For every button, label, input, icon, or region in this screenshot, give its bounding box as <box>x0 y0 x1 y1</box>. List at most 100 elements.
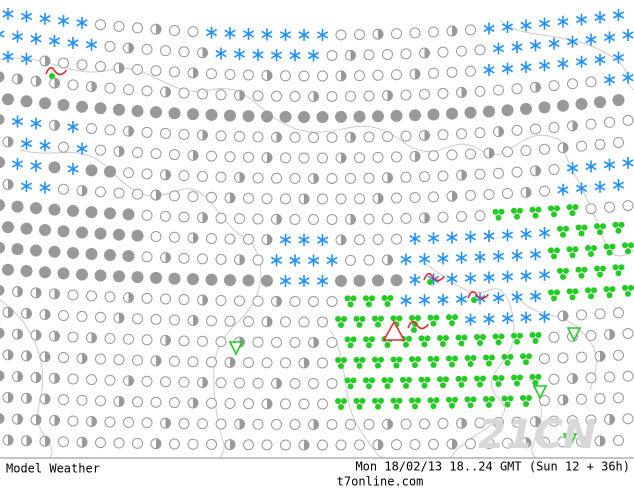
rain-drop <box>347 301 354 308</box>
rain-drop <box>588 250 594 257</box>
snow-symbol <box>483 229 495 242</box>
snow-stroke <box>585 35 597 44</box>
snow-stroke <box>298 236 310 244</box>
overcast-symbol <box>39 223 51 236</box>
clear-symbol <box>502 437 513 449</box>
clear-symbol <box>215 294 227 306</box>
rain-symbol <box>446 396 458 409</box>
partly-cloudy-symbol <box>526 187 531 198</box>
clear-symbol <box>132 396 143 408</box>
rain-symbol <box>492 333 505 346</box>
clear-symbol <box>169 314 180 326</box>
snow-symbol <box>492 42 505 55</box>
overcast-symbol <box>242 274 255 287</box>
clear-symbol <box>280 70 291 82</box>
clear-symbol <box>206 438 217 450</box>
clear-symbol <box>428 150 439 162</box>
snow-symbol <box>603 73 616 86</box>
partly-cloudy-symbol <box>45 393 50 404</box>
snow-stroke <box>76 144 88 153</box>
partly-cloudy-symbol <box>202 295 208 306</box>
rain-drop <box>393 362 400 369</box>
partly-cloudy-symbol <box>202 47 208 58</box>
snow-stroke <box>529 292 542 300</box>
snow-symbol <box>622 71 634 84</box>
rain-drop <box>344 336 351 343</box>
rain-symbol <box>437 335 449 348</box>
partly-cloudy-symbol <box>8 179 13 190</box>
snow-stroke <box>501 231 514 239</box>
clear-symbol <box>372 151 384 163</box>
overcast-symbol <box>39 97 51 110</box>
rain-drop <box>557 225 563 232</box>
partly-cloudy-symbol <box>54 288 60 299</box>
clear-symbol <box>95 144 106 156</box>
rain-symbol <box>446 355 458 368</box>
partly-cloudy-symbol <box>0 328 4 338</box>
rain-drop <box>384 383 391 390</box>
snow-symbol <box>603 158 616 171</box>
clear-symbol <box>382 131 393 143</box>
clear-symbol <box>354 193 365 205</box>
clear-symbol <box>252 336 264 348</box>
rain-drop <box>517 207 523 214</box>
rain-drop <box>501 353 508 360</box>
partly-cloudy-symbol <box>165 418 171 429</box>
snow-symbol <box>298 274 310 287</box>
partly-cloudy-symbol <box>461 418 467 429</box>
rain-drop <box>464 355 471 362</box>
snow-symbol <box>511 41 523 54</box>
clear-symbol <box>465 148 476 160</box>
rain-drop <box>609 286 616 293</box>
clear-symbol <box>474 127 486 139</box>
rain-drop <box>427 397 434 404</box>
rain-symbol <box>483 354 495 367</box>
rain-drop <box>498 374 505 381</box>
clear-symbol <box>557 352 569 364</box>
clear-symbol <box>234 377 245 389</box>
snow-symbol <box>483 22 495 35</box>
snow-stroke <box>409 235 421 243</box>
clear-symbol <box>585 414 597 426</box>
rain-drop <box>369 336 375 343</box>
clear-symbol <box>289 131 301 143</box>
snow-stroke <box>464 274 477 282</box>
rain-symbol <box>622 242 634 255</box>
rain-symbol <box>455 334 468 347</box>
rain-drop <box>433 314 440 321</box>
snow-stroke <box>298 277 310 285</box>
snow-stroke <box>538 271 551 279</box>
partly-cloudy-symbol <box>36 330 42 341</box>
rain-symbol <box>353 315 366 328</box>
clear-symbol <box>280 439 291 451</box>
rain-drop <box>427 355 434 362</box>
snow-symbol <box>548 37 560 50</box>
clear-symbol <box>197 253 208 265</box>
clear-symbol <box>86 122 97 134</box>
clear-symbol <box>58 309 69 321</box>
rain-drop <box>446 314 452 321</box>
snow-symbol <box>594 11 606 24</box>
rain-drop <box>585 244 591 251</box>
rain-symbol <box>483 395 495 408</box>
clear-symbol <box>456 45 467 57</box>
rain-drop <box>335 397 341 404</box>
clear-symbol <box>280 193 291 205</box>
rain-drop <box>437 335 443 342</box>
rain-drop <box>433 397 440 404</box>
rain-drop <box>566 204 573 211</box>
snow-symbol <box>566 35 579 48</box>
partly-cloudy-symbol <box>8 435 13 446</box>
rain-symbol <box>464 396 477 409</box>
rain-drop <box>517 332 523 339</box>
rain-drop <box>341 397 347 404</box>
partly-cloudy-symbol <box>350 50 356 61</box>
rain-symbol <box>603 286 616 299</box>
snow-stroke <box>594 13 606 22</box>
rain-symbol <box>381 294 394 307</box>
snow-symbol <box>418 294 431 307</box>
rain-drop <box>415 356 421 363</box>
rain-drop <box>560 273 566 280</box>
clear-symbol <box>400 212 412 224</box>
rain-drop <box>461 375 468 382</box>
